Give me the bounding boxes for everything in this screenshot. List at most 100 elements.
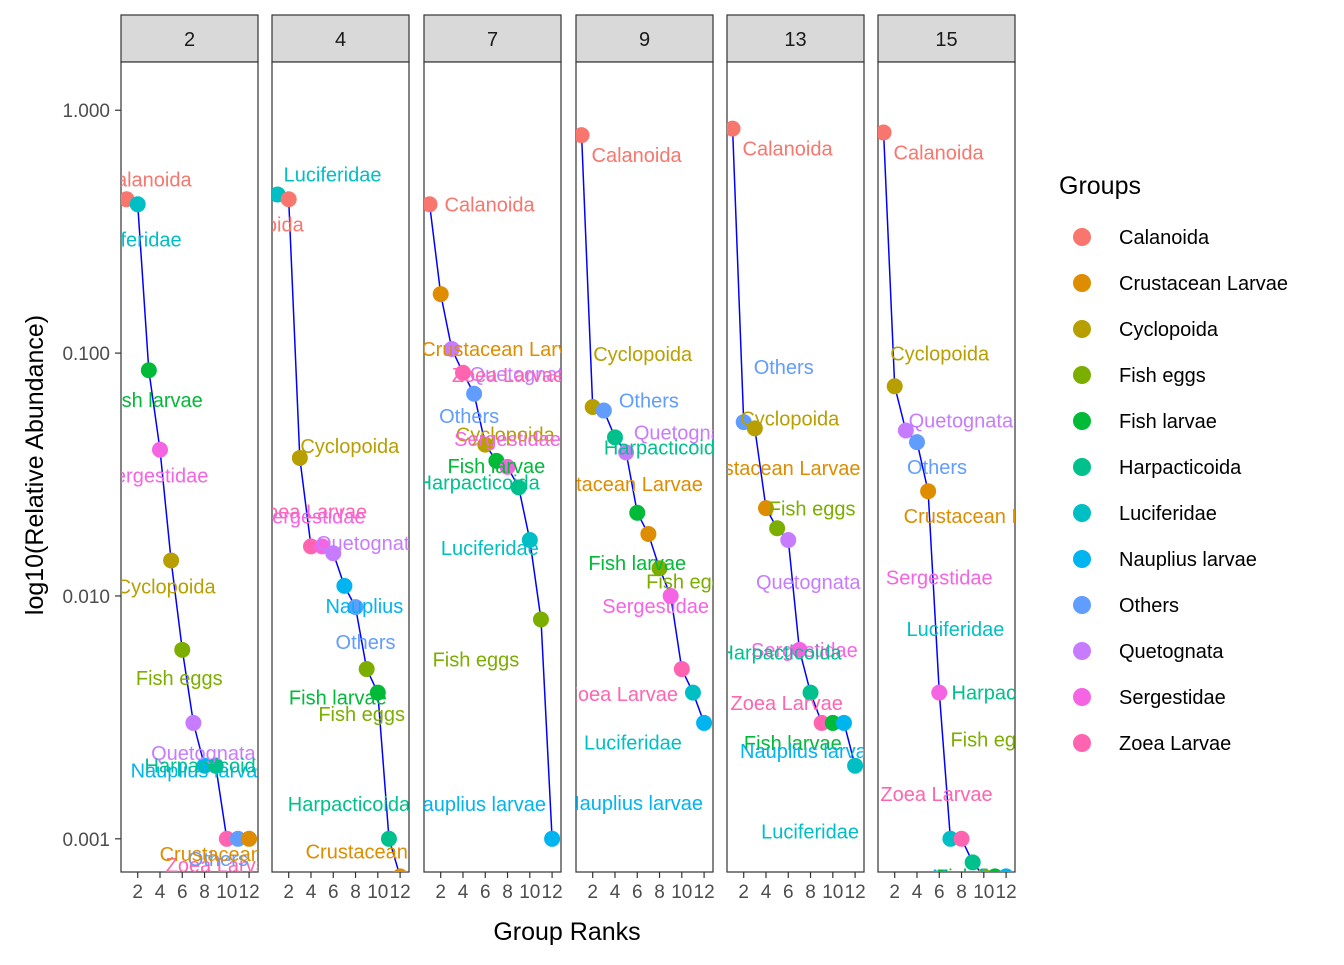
data-point: [847, 757, 864, 774]
x-tick-label: 2: [889, 882, 900, 903]
point-label: Sergestidae: [602, 596, 709, 618]
facet-panel-7: 7 Calanoida Crustacean Larvae QuetognataZoe…: [418, 14, 590, 903]
data-point: [595, 402, 612, 419]
data-point: [432, 286, 449, 303]
data-point: [477, 436, 494, 453]
point-label: Sergestidae: [751, 640, 858, 662]
x-tick-label: 8: [654, 882, 665, 903]
facet-panel-13: 13 Calanoida Others Cyclopoida Crustacean La…: [691, 14, 866, 903]
data-point: [651, 560, 668, 577]
facet-strip: [120, 14, 259, 63]
x-tick-label: 12: [390, 882, 411, 903]
data-point: [521, 531, 538, 548]
point-label: Crustacean Larvae: [160, 844, 329, 866]
point-label: Fish larvae: [936, 866, 1034, 888]
point-label: Crustacean Larvae: [691, 458, 860, 480]
panel-border: [726, 61, 865, 873]
x-tick-label: 2: [587, 882, 598, 903]
point-label: Nauplius larvae: [565, 793, 703, 815]
data-point: [347, 599, 364, 616]
panel-border: [120, 61, 259, 873]
point-label: Others: [439, 406, 499, 428]
data-point: [769, 520, 786, 537]
point-label: Crustacean Larvae: [534, 474, 703, 496]
legend-key: [1073, 274, 1091, 292]
point-label: Zoea Larvae: [566, 684, 678, 706]
legend: Groups Calanoida Crustacean Larvae Cyclopo…: [1059, 172, 1288, 755]
data-point: [393, 868, 407, 872]
point-label: Calanoida: [743, 139, 834, 161]
point-label: Nauplius larvae: [325, 596, 463, 618]
point-label: Calanoida: [214, 214, 305, 236]
data-point: [454, 364, 471, 381]
point-label: Quetognata: [316, 533, 421, 555]
legend-key: [1073, 366, 1091, 384]
legend-label: Luciferidae: [1119, 503, 1217, 525]
facet-strip: [726, 14, 865, 63]
point-label: Harpacticoida: [418, 472, 541, 494]
point-label: Others: [754, 357, 814, 379]
legend-key: [1073, 504, 1091, 522]
point-label: Fish eggs: [950, 729, 1037, 751]
data-point: [544, 830, 561, 847]
x-tick-label: 10: [671, 882, 692, 903]
data-point: [606, 429, 623, 446]
data-point: [291, 449, 308, 466]
legend-key: [1073, 642, 1091, 660]
data-point: [746, 420, 763, 437]
data-point: [757, 500, 774, 517]
data-point: [727, 120, 741, 137]
point-label: Others: [336, 632, 396, 654]
legend-key: [1073, 228, 1091, 246]
panel-contents: Calanoida Others Cyclopoida Crustacean Larv…: [691, 120, 864, 844]
data-point: [358, 661, 375, 678]
data-point: [163, 552, 180, 569]
point-label: Sergestidae: [259, 506, 366, 528]
legend-key: [1073, 596, 1091, 614]
x-tick-label: 2: [738, 882, 749, 903]
data-point: [185, 714, 202, 731]
data-point: [241, 830, 258, 847]
x-tick-label: 4: [155, 882, 166, 903]
point-label: Luciferidae: [84, 229, 182, 251]
data-point: [196, 757, 213, 774]
x-tick-label: 2: [435, 882, 446, 903]
x-tick-label: 8: [502, 882, 513, 903]
y-axis-title: log10(Relative Abundance): [21, 315, 49, 615]
facet-panel-2: 2 Calanoida Luciferidae Fish larvae Sergesti…: [84, 14, 329, 903]
data-point: [229, 830, 246, 847]
data-point: [684, 684, 701, 701]
data-point: [218, 830, 235, 847]
data-point: [499, 458, 516, 475]
point-label: Harpacticoida: [719, 643, 842, 665]
data-point: [576, 127, 590, 144]
data-point: [140, 362, 157, 379]
legend-label: Others: [1119, 595, 1179, 617]
data-point: [629, 504, 646, 521]
point-label: Fish eggs: [318, 704, 405, 726]
data-point: [618, 444, 635, 461]
point-label: Fish larvae: [588, 553, 686, 575]
point-label: Others: [907, 457, 967, 479]
legend-label: Quetognata: [1119, 641, 1224, 663]
facet-strip-label: 7: [487, 29, 498, 51]
data-point: [696, 714, 713, 731]
data-point: [510, 479, 527, 496]
data-point: [791, 641, 808, 658]
data-point: [369, 684, 386, 701]
legend-label: Calanoida: [1119, 227, 1210, 249]
point-label: Calanoida: [102, 169, 193, 191]
legend-key: [1073, 412, 1091, 430]
x-tick-label: 12: [996, 882, 1017, 903]
x-tick-label: 6: [480, 882, 491, 903]
data-point: [129, 196, 146, 213]
legend-label: Harpacticoida: [1119, 457, 1242, 479]
point-label: Crustacean Larvae: [421, 339, 590, 361]
data-point: [802, 684, 819, 701]
data-point: [151, 441, 168, 458]
x-tick-label: 4: [458, 882, 469, 903]
legend-title: Groups: [1059, 172, 1141, 200]
point-label: Zoea Larvae: [452, 365, 564, 387]
data-point: [662, 587, 679, 604]
legend-label: Fish eggs: [1119, 365, 1206, 387]
